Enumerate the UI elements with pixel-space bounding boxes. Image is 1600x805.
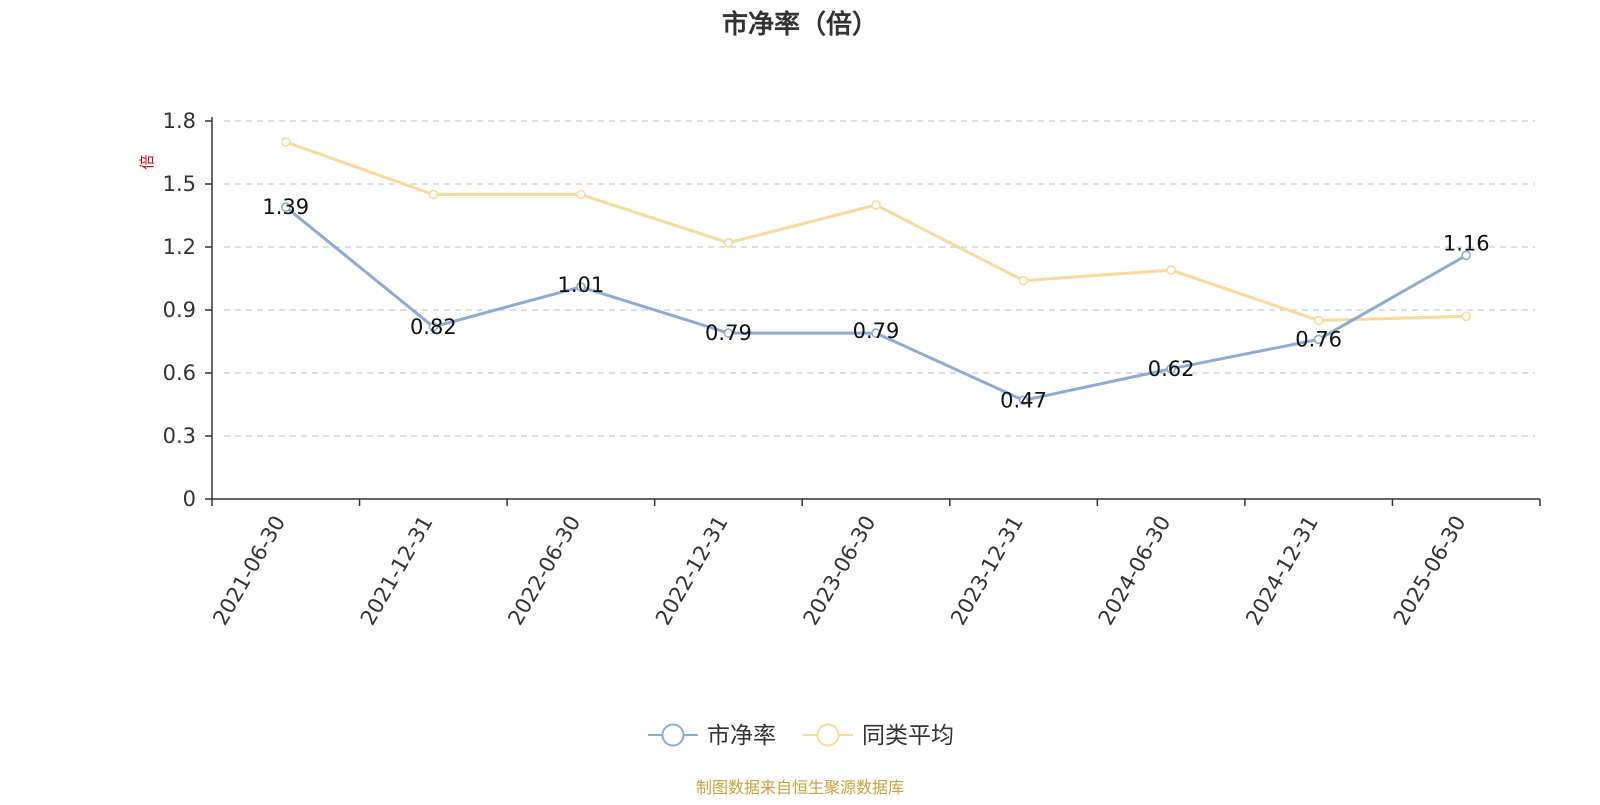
series-1-point-8[interactable] <box>1461 311 1472 322</box>
data-label-2: 1.01 <box>558 273 605 297</box>
x-tick-label-3: 2022-12-31 <box>651 512 733 630</box>
data-label-1: 0.82 <box>410 315 457 339</box>
series-1-point-6[interactable] <box>1166 265 1176 275</box>
series-line-0 <box>284 205 1468 402</box>
series-0-point-1[interactable] <box>428 321 439 332</box>
y-tick-label-0: 0 <box>183 487 196 511</box>
y-tick-label-4: 1.2 <box>163 235 196 259</box>
series-0-point-3[interactable] <box>723 328 734 338</box>
x-tick-label-7: 2024-12-31 <box>1241 512 1323 630</box>
legend-marker-1 <box>816 723 840 747</box>
x-tick-label-6: 2024-06-30 <box>1094 512 1176 630</box>
data-label-6: 0.62 <box>1148 357 1195 381</box>
data-label-4: 0.79 <box>853 319 900 343</box>
series-0-point-8[interactable] <box>1461 250 1472 261</box>
legend[interactable]: 市净率 同类平均 <box>648 723 954 749</box>
y-tick-label-2: 0.6 <box>163 361 196 385</box>
source-note: 制图数据来自恒生聚源数据库 <box>696 778 904 797</box>
series-1-point-3[interactable] <box>723 238 734 248</box>
series-0-point-2[interactable] <box>576 282 586 292</box>
data-label-5: 0.47 <box>1000 388 1047 412</box>
legend-marker-0 <box>661 723 685 747</box>
y-tick-label-3: 0.9 <box>163 298 196 322</box>
series-0-point-6[interactable] <box>1166 363 1176 374</box>
series-line-1 <box>284 140 1468 322</box>
data-label-7: 0.76 <box>1295 327 1342 351</box>
data-label-8: 1.16 <box>1443 231 1490 255</box>
series-1-point-0[interactable] <box>280 137 291 147</box>
series-layer <box>280 137 1472 406</box>
legend-label-0[interactable]: 市净率 <box>707 723 776 749</box>
data-labels: 1.39 0.82 1.01 0.79 0.79 0.47 0.62 0.76 1.16 <box>262 195 1489 412</box>
x-tick-label-2: 2022-06-30 <box>503 512 585 630</box>
y-axis-unit-label: 倍 <box>138 154 156 169</box>
series-1-point-1[interactable] <box>428 189 439 200</box>
series-1-point-7[interactable] <box>1313 315 1324 326</box>
grid-lines <box>224 120 1535 437</box>
data-label-3: 0.79 <box>705 321 752 345</box>
y-tick-label-6: 1.8 <box>163 109 196 133</box>
series-0-point-5[interactable] <box>1018 395 1029 406</box>
axes: 0 0.3 0.6 0.9 1.2 1.5 1.8 2021-06-30 2021-12-31 2… <box>163 109 1541 630</box>
legend-label-1[interactable]: 同类平均 <box>862 723 954 749</box>
series-1-point-5[interactable] <box>1018 275 1029 286</box>
series-0-point-4[interactable] <box>871 328 881 338</box>
series-1-point-4[interactable] <box>871 200 881 210</box>
data-label-0: 1.39 <box>262 195 309 219</box>
x-tick-label-1: 2021-12-31 <box>356 512 438 630</box>
y-tick-label-1: 0.3 <box>163 424 196 448</box>
y-tick-label-5: 1.5 <box>163 172 196 196</box>
series-0-point-7[interactable] <box>1313 334 1324 345</box>
x-tick-label-0: 2021-06-30 <box>208 512 290 630</box>
series-0-point-0[interactable] <box>280 202 291 212</box>
x-tick-label-8: 2025-06-30 <box>1389 512 1471 630</box>
series-1-point-2[interactable] <box>576 189 586 200</box>
x-tick-label-4: 2023-06-30 <box>799 512 881 630</box>
x-tick-label-5: 2023-12-31 <box>946 512 1028 630</box>
chart-title: 市净率（倍） <box>722 9 878 40</box>
